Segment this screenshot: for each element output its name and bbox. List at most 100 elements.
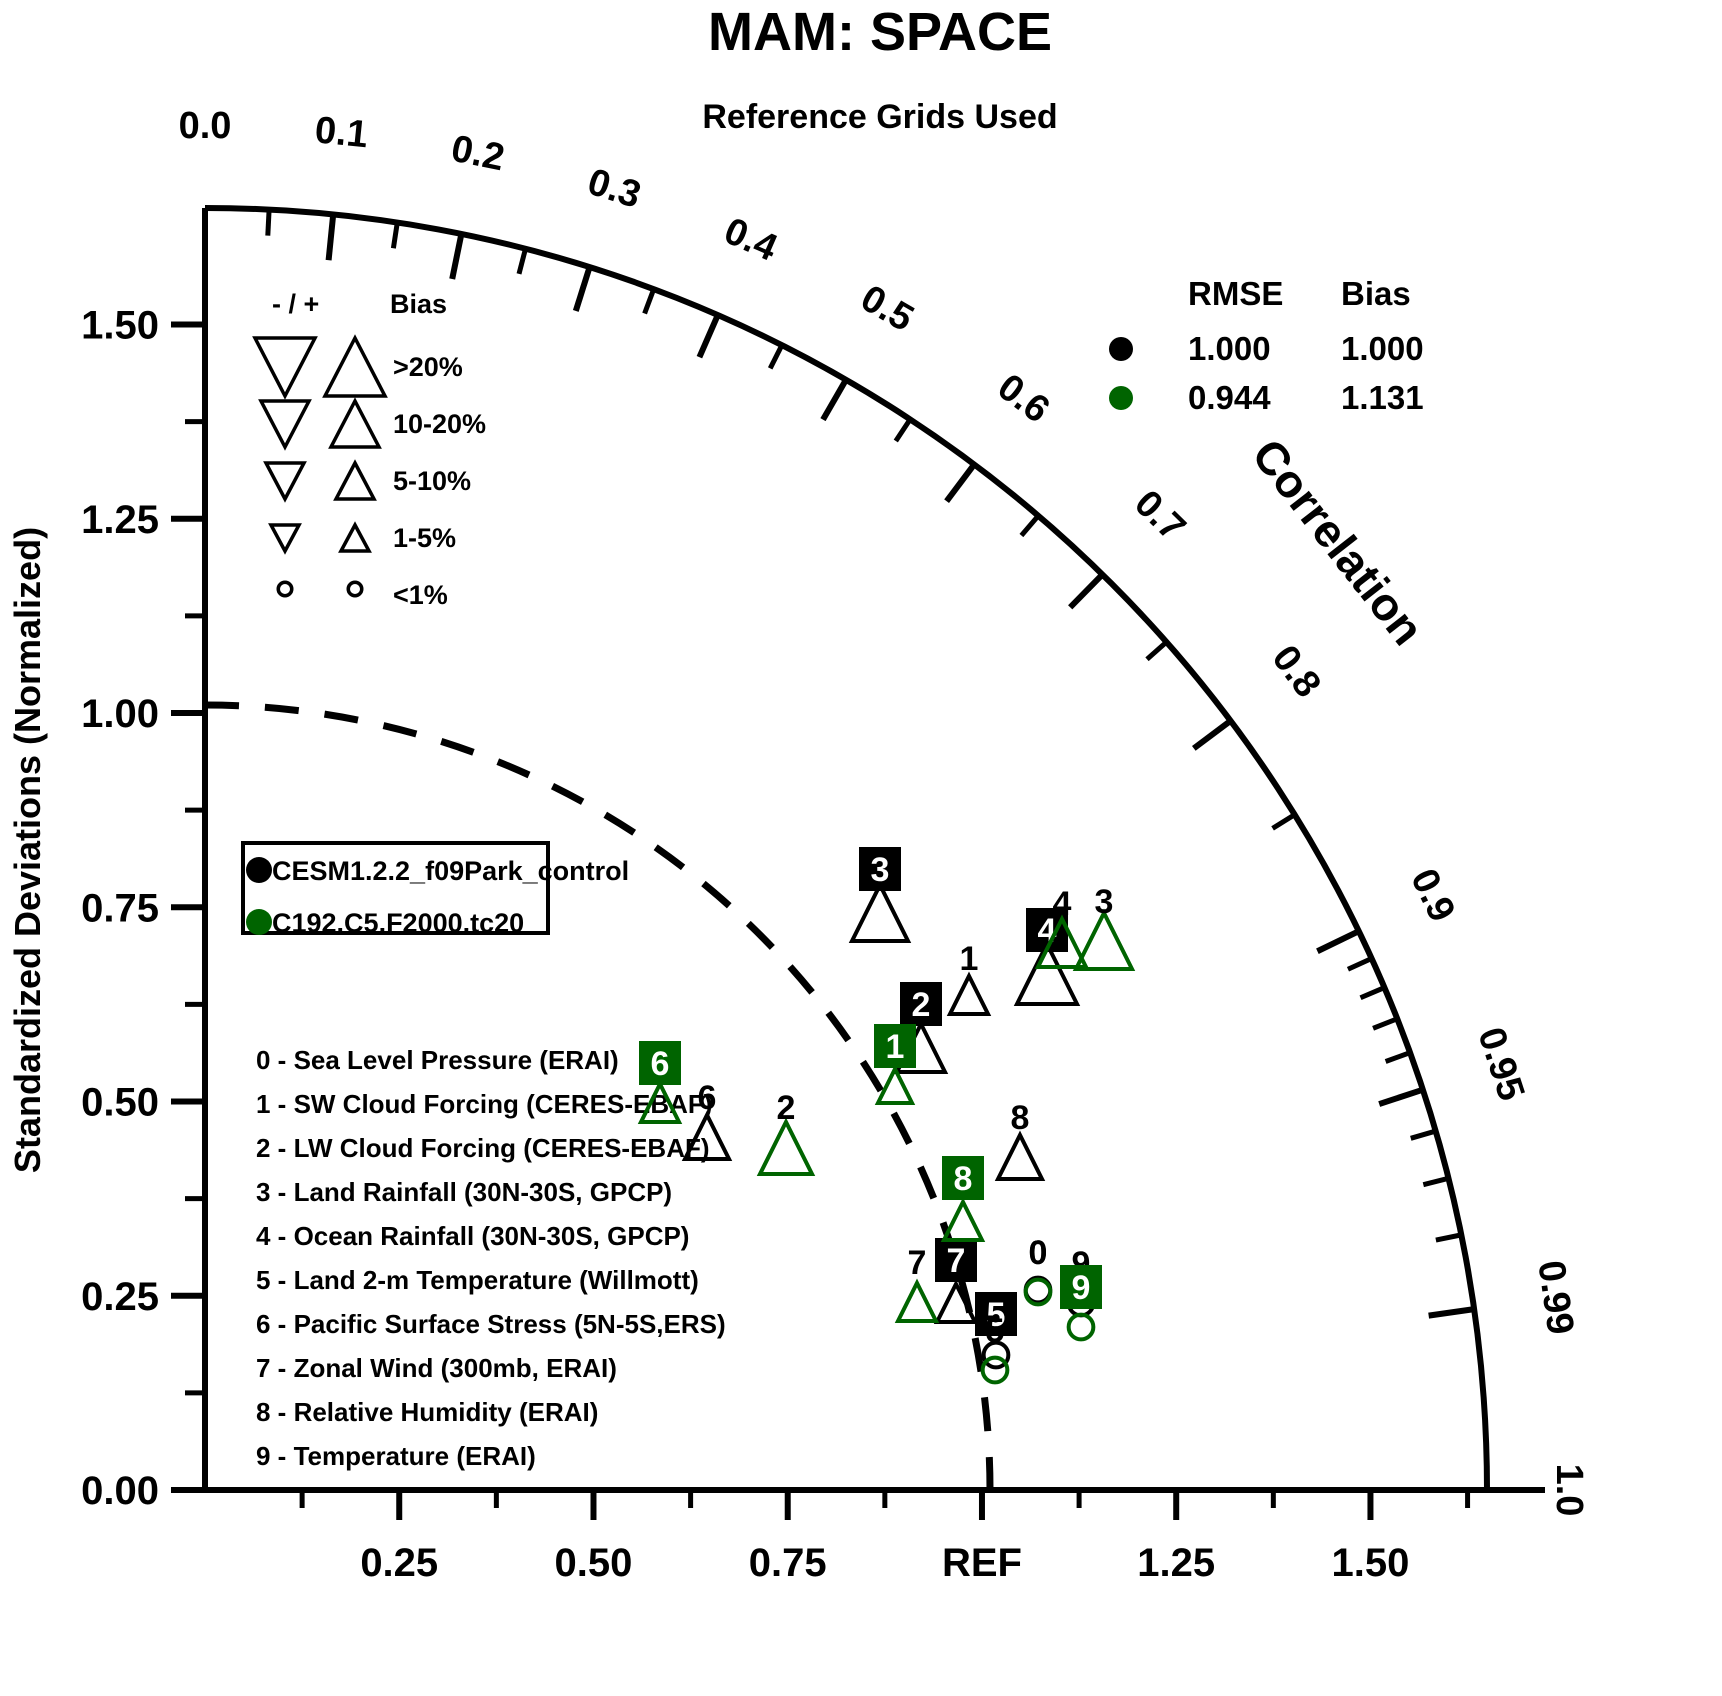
marker-up-triangle-icon: [994, 1130, 1046, 1181]
marker-up-triangle-icon: [933, 1279, 979, 1324]
data-point-marker: 1: [874, 1024, 916, 1105]
marker-label: 6: [651, 1045, 670, 1083]
marker-circle-icon: [1023, 1277, 1053, 1307]
correlation-tick-label: 0.7: [1126, 482, 1193, 549]
bias-legend-pos-circle: [346, 580, 364, 598]
stats-row-rmse: 1.000: [1188, 330, 1271, 367]
bias-legend-row-label: 1-5%: [393, 523, 456, 553]
data-point-marker: 6: [681, 1079, 733, 1161]
x-tick-label: 1.50: [1332, 1541, 1410, 1585]
y-tick-label: 0.50: [81, 1081, 159, 1125]
marker-label-box: [942, 1156, 984, 1200]
marker-up-triangle-icon: [681, 1110, 733, 1161]
variable-list-item: 2 - LW Cloud Forcing (CERES-EBAF): [256, 1133, 710, 1163]
variable-list-item: 4 - Ocean Rainfall (30N-30S, GPCP): [256, 1221, 689, 1251]
marker-label-box: [975, 1292, 1017, 1336]
correlation-tick-label: 0.95: [1469, 1022, 1532, 1105]
bias-legend-down-triangle-icon: [268, 523, 302, 555]
marker-up-triangle-icon: [946, 971, 992, 1016]
bias-legend: - / + Bias >20% 10-20% 5-10% 1-5% <1%: [252, 289, 486, 610]
data-point-marker: 0: [1023, 1234, 1053, 1307]
bias-legend-row-label: 10-20%: [393, 409, 486, 439]
correlation-tick-label: 0.5: [854, 277, 921, 340]
correlation-tick-label: 0.1: [313, 109, 370, 156]
marker-label: 9: [1072, 1269, 1091, 1307]
correlation-axis-title: Correlation: [1242, 429, 1434, 654]
marker-label: 7: [908, 1244, 927, 1282]
correlation-tick-label: 0.3: [583, 161, 646, 217]
x-tick-label: REF: [942, 1541, 1022, 1585]
variable-list-item: 7 - Zonal Wind (300mb, ERAI): [256, 1353, 617, 1383]
correlation-tick-label: 0.2: [448, 128, 508, 180]
bias-legend-row-label: 5-10%: [393, 466, 471, 496]
variable-list-item: 8 - Relative Humidity (ERAI): [256, 1397, 598, 1427]
bias-legend-down-triangle-icon: [252, 336, 318, 400]
variable-list: 0 - Sea Level Pressure (ERAI) 1 - SW Clou…: [256, 1045, 726, 1471]
marker-label: 1: [960, 940, 979, 978]
marker-label: 0: [1029, 1234, 1048, 1272]
stats-row-marker: [1109, 337, 1133, 361]
data-point-marker: 3: [848, 847, 912, 943]
marker-label: 0: [1029, 1234, 1048, 1272]
y-axis-title: Standardized Deviations (Normalized): [7, 527, 48, 1173]
marker-up-triangle-icon: [756, 1117, 816, 1176]
correlation-tick-label: 1.0: [1548, 1464, 1590, 1517]
data-point-marker: 9: [1060, 1265, 1102, 1342]
x-tick-label: 0.25: [360, 1541, 438, 1585]
marker-up-triangle-icon: [1034, 914, 1090, 969]
y-tick-label: 1.00: [81, 692, 159, 736]
marker-label: 3: [871, 851, 890, 889]
marker-up-triangle-icon: [894, 1278, 940, 1323]
variable-list-item: 0 - Sea Level Pressure (ERAI): [256, 1045, 619, 1075]
data-point-marker: 4: [1034, 885, 1090, 969]
x-tick-label: 1.25: [1137, 1541, 1215, 1585]
marker-label-box: [874, 1024, 916, 1068]
marker-label-box: [900, 982, 942, 1026]
marker-up-triangle-icon: [1072, 908, 1136, 971]
marker-label: 8: [1011, 1099, 1030, 1137]
stats-col-rmse: RMSE: [1188, 275, 1283, 312]
variable-list-item: 5 - Land 2-m Temperature (Willmott): [256, 1265, 699, 1295]
x-tick-label: 0.50: [555, 1541, 633, 1585]
y-tick-label: 0.75: [81, 886, 159, 930]
x-tick-label: 0.75: [749, 1541, 827, 1585]
marker-label-box: [1060, 1265, 1102, 1309]
marker-label: 2: [777, 1089, 796, 1127]
bias-legend-row-label: <1%: [393, 580, 448, 610]
bias-legend-up-triangle-icon: [333, 459, 377, 501]
bias-legend-row-label: >20%: [393, 352, 463, 382]
bias-legend-up-triangle-icon: [328, 397, 382, 449]
marker-label: 3: [1095, 883, 1114, 921]
y-tick-label: 0.25: [81, 1275, 159, 1319]
variable-list-item: 9 - Temperature (ERAI): [256, 1441, 536, 1471]
stats-col-bias: Bias: [1341, 275, 1411, 312]
stats-row-bias: 1.000: [1341, 330, 1424, 367]
data-point-marker: 8: [940, 1156, 986, 1242]
marker-label: 6: [698, 1079, 717, 1117]
data-point-marker: 5: [980, 1312, 1010, 1385]
data-point-marker: 6: [637, 1041, 683, 1124]
marker-circle-icon: [1066, 1312, 1096, 1342]
data-point-marker: 7: [894, 1244, 940, 1323]
bias-legend-symbols: - / +: [272, 289, 319, 319]
y-tick-label: 0.00: [81, 1469, 159, 1513]
marker-label: 4: [1053, 885, 1072, 923]
marker-up-triangle-icon: [874, 1064, 916, 1105]
model-legend[interactable]: CESM1.2.2_f09Park_control C192.C5.F2000.t…: [241, 841, 629, 938]
page-title: MAM: SPACE: [708, 2, 1052, 62]
stats-row-rmse: 0.944: [1188, 379, 1271, 416]
data-point-marker: 3: [1072, 883, 1136, 971]
data-point-marker: 1: [946, 940, 992, 1016]
data-point-marker: 2: [756, 1089, 816, 1176]
page-subtitle: Reference Grids Used: [702, 98, 1057, 136]
y-axis-ticks: 0.00 0.25 0.50 0.75 1.00 1.25 1.50: [81, 304, 205, 1513]
correlation-axis-ticks: 0.0 0.1 0.2 0.3 0.4 0.5 0.6 0.7 0.8 0.9 0.95 0.99 1.…: [179, 105, 1590, 1516]
bias-legend-neg-circle: [276, 580, 294, 598]
model-legend-marker: [246, 857, 272, 883]
correlation-tick-label: 0.9: [1402, 863, 1463, 929]
marker-circle-icon: [980, 1355, 1010, 1385]
marker-up-triangle-icon: [1013, 939, 1081, 1006]
bias-legend-title: Bias: [390, 289, 447, 319]
